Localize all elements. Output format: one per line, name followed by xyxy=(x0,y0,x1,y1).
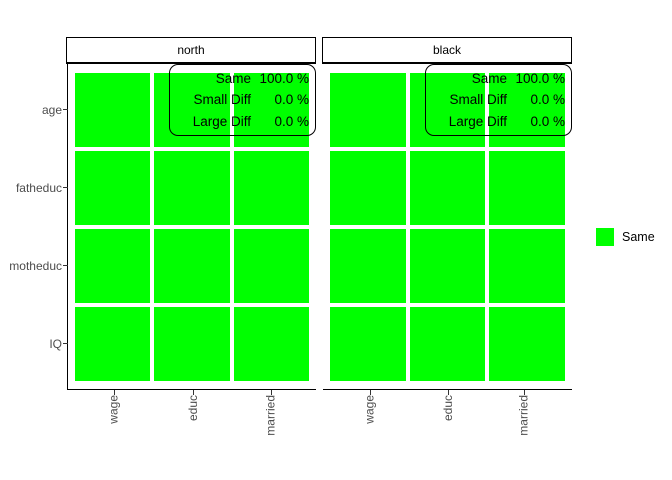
y-axis-label: fatheduc xyxy=(15,181,62,195)
x-tick xyxy=(524,390,526,395)
x-tick xyxy=(370,390,372,395)
heatmap-tile xyxy=(75,73,151,147)
legend-swatch-same xyxy=(596,228,614,246)
heatmap-tile xyxy=(154,73,230,147)
x-axis-label: married xyxy=(264,395,278,436)
facet-strip-label: black xyxy=(432,43,461,57)
heatmap-tile xyxy=(154,307,230,381)
panel-north: Same 100.0 % Small Diff 0.0 % Large Diff… xyxy=(67,64,316,390)
stat-row: Large Diff 0.0 % xyxy=(174,114,309,129)
stat-value: 0.0 % xyxy=(530,113,565,129)
heatmap-tile xyxy=(154,151,230,225)
heatmap-tile xyxy=(409,229,486,303)
stat-label: Large Diff xyxy=(192,113,251,129)
stat-value: 100.0 % xyxy=(259,71,309,87)
heatmap-tile xyxy=(489,229,565,303)
heatmap-tile xyxy=(330,151,406,225)
heatmap-tile xyxy=(409,73,486,147)
stat-value: 0.0 % xyxy=(530,92,565,108)
heatmap-tile xyxy=(154,229,230,303)
stat-value: 0.0 % xyxy=(274,113,309,129)
stat-label: Small Diff xyxy=(193,92,251,108)
stat-row: Same 100.0 % xyxy=(430,71,565,86)
heatmap-tile xyxy=(409,151,486,225)
heatmap-tile xyxy=(409,307,486,381)
heatmap-tile xyxy=(233,73,309,147)
legend-label: Same xyxy=(622,230,655,244)
stat-label: Same xyxy=(471,71,507,87)
stats-box-north: Same 100.0 % Small Diff 0.0 % Large Diff… xyxy=(169,64,316,136)
y-tick xyxy=(63,109,68,111)
heatmap-tile xyxy=(75,151,151,225)
y-tick xyxy=(63,265,68,267)
x-axis-label: married xyxy=(517,395,531,436)
heatmap-tile xyxy=(330,229,406,303)
facet-strip-north: north xyxy=(66,37,316,64)
stat-row: Small Diff 0.0 % xyxy=(174,92,309,107)
heatmap-tile xyxy=(330,73,406,147)
x-tick xyxy=(448,390,450,395)
heatmap-tile xyxy=(489,307,565,381)
facet-strip-black: black xyxy=(322,37,572,64)
x-axis-label: educ xyxy=(441,395,455,422)
heatmap-tile xyxy=(233,229,309,303)
y-axis-label: IQ xyxy=(49,337,62,351)
stats-box-black: Same 100.0 % Small Diff 0.0 % Large Diff… xyxy=(425,64,572,136)
x-tick xyxy=(271,390,273,395)
stat-label: Same xyxy=(215,71,251,87)
heatmap-tile xyxy=(233,307,309,381)
stat-value: 0.0 % xyxy=(274,92,309,108)
stat-value: 100.0 % xyxy=(515,71,565,87)
heatmap-tile xyxy=(75,229,151,303)
x-axis-label: wage xyxy=(363,395,377,424)
y-axis-label: age xyxy=(41,103,62,117)
stat-row: Same 100.0 % xyxy=(174,71,309,86)
x-axis-label: educ xyxy=(186,395,200,422)
y-tick xyxy=(63,343,68,345)
heatmap-tile xyxy=(233,151,309,225)
heatmap-tile xyxy=(489,73,565,147)
stat-row: Small Diff 0.0 % xyxy=(430,92,565,107)
y-tick xyxy=(63,187,68,189)
stat-label: Large Diff xyxy=(448,113,507,129)
y-axis-label: motheduc xyxy=(9,259,62,273)
x-tick xyxy=(193,390,195,395)
heatmap-tile xyxy=(330,307,406,381)
x-tick xyxy=(114,390,116,395)
facet-strip-label: north xyxy=(177,43,205,57)
heatmap-tile xyxy=(75,307,151,381)
stat-row: Large Diff 0.0 % xyxy=(430,114,565,129)
x-axis-label: wage xyxy=(107,395,121,424)
panel-black: Same 100.0 % Small Diff 0.0 % Large Diff… xyxy=(323,64,572,390)
stat-label: Small Diff xyxy=(449,92,507,108)
heatmap-tile xyxy=(489,151,565,225)
